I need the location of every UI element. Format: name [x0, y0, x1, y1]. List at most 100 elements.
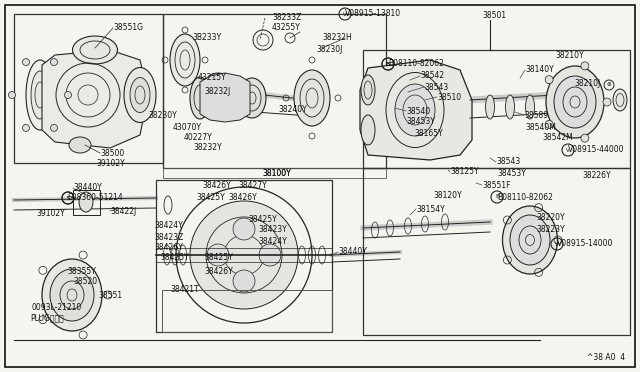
Text: 38453Y: 38453Y — [406, 118, 435, 126]
Text: 39102Y: 39102Y — [96, 158, 125, 167]
Text: 38551F: 38551F — [482, 180, 511, 189]
Ellipse shape — [124, 67, 156, 122]
Text: B: B — [386, 61, 390, 67]
Ellipse shape — [395, 84, 435, 136]
Circle shape — [545, 76, 553, 84]
Text: 38510: 38510 — [437, 93, 461, 102]
Ellipse shape — [26, 60, 54, 130]
Circle shape — [603, 98, 611, 106]
Ellipse shape — [79, 192, 93, 212]
Text: S: S — [67, 196, 70, 201]
Text: 39102Y: 39102Y — [36, 209, 65, 218]
Text: 40227Y: 40227Y — [184, 134, 212, 142]
Polygon shape — [200, 73, 250, 122]
Ellipse shape — [50, 269, 94, 321]
Text: S08360-51214: S08360-51214 — [68, 193, 124, 202]
Text: 38440Y: 38440Y — [73, 183, 102, 192]
Text: 38210J: 38210J — [574, 80, 600, 89]
Text: 38425Y: 38425Y — [160, 253, 189, 263]
Text: 38543: 38543 — [496, 157, 520, 167]
Circle shape — [207, 244, 229, 266]
Bar — [363, 168, 630, 335]
Bar — [363, 50, 630, 168]
Text: 38500: 38500 — [100, 148, 124, 157]
Text: 38355Y: 38355Y — [67, 266, 96, 276]
Text: 38543: 38543 — [424, 83, 448, 92]
Text: 3B233Y: 3B233Y — [192, 33, 221, 42]
Text: 38210Y: 38210Y — [555, 51, 584, 61]
Bar — [73, 190, 100, 215]
Text: 38422J: 38422J — [110, 206, 136, 215]
Text: 38165Y: 38165Y — [414, 128, 443, 138]
Circle shape — [65, 92, 72, 99]
Text: 38453Y: 38453Y — [497, 169, 526, 177]
Text: 38426Y: 38426Y — [228, 192, 257, 202]
Text: B: B — [495, 195, 499, 199]
Text: ^38 A0  4: ^38 A0 4 — [587, 353, 625, 362]
Text: V08915-13810: V08915-13810 — [345, 10, 401, 19]
Text: 38421T: 38421T — [170, 285, 198, 294]
Bar — [14, 14, 163, 163]
Text: 38223Y: 38223Y — [536, 225, 564, 234]
Circle shape — [233, 270, 255, 292]
Text: B08110-82062: B08110-82062 — [497, 192, 553, 202]
Circle shape — [259, 244, 281, 266]
Circle shape — [190, 201, 298, 309]
Ellipse shape — [613, 89, 627, 111]
Text: 43215Y: 43215Y — [198, 74, 227, 83]
Ellipse shape — [170, 34, 200, 86]
Ellipse shape — [510, 215, 550, 265]
Text: 43070Y: 43070Y — [173, 122, 202, 131]
Ellipse shape — [502, 206, 557, 274]
Ellipse shape — [554, 76, 596, 128]
Bar — [163, 14, 386, 168]
Text: S: S — [67, 196, 70, 201]
Text: V: V — [343, 12, 347, 16]
Text: B08110-82062: B08110-82062 — [388, 60, 444, 68]
Ellipse shape — [190, 77, 210, 119]
Text: 38233Z: 38233Z — [272, 13, 301, 22]
Text: 0093L-21210: 0093L-21210 — [32, 302, 83, 311]
Text: 38230Y: 38230Y — [148, 110, 177, 119]
Text: V08915-44000: V08915-44000 — [568, 145, 625, 154]
Circle shape — [8, 92, 15, 99]
Text: 38589: 38589 — [524, 110, 548, 119]
Text: ⊕: ⊕ — [607, 83, 611, 87]
Polygon shape — [360, 60, 472, 160]
Text: 38100Y: 38100Y — [262, 169, 291, 177]
Text: 38424Y: 38424Y — [154, 221, 183, 231]
Text: 38232J: 38232J — [204, 87, 230, 96]
Text: 38425Y: 38425Y — [248, 215, 276, 224]
Circle shape — [581, 62, 589, 70]
Text: 38232H: 38232H — [322, 33, 352, 42]
Circle shape — [51, 124, 58, 131]
Ellipse shape — [42, 259, 102, 331]
Text: 38100Y: 38100Y — [262, 169, 291, 177]
Text: 38230J: 38230J — [316, 45, 342, 55]
Circle shape — [22, 124, 29, 131]
Text: B: B — [386, 61, 390, 67]
Text: 38426Y: 38426Y — [154, 243, 183, 251]
Text: 38551G: 38551G — [113, 23, 143, 32]
Text: 38140Y: 38140Y — [525, 65, 554, 74]
Ellipse shape — [130, 77, 150, 112]
Ellipse shape — [506, 95, 515, 119]
Ellipse shape — [361, 75, 375, 105]
Ellipse shape — [207, 73, 229, 87]
Ellipse shape — [525, 95, 534, 119]
Circle shape — [545, 120, 553, 128]
Ellipse shape — [238, 78, 266, 118]
Text: 38154Y: 38154Y — [416, 205, 445, 214]
Text: 38542M: 38542M — [542, 134, 573, 142]
Ellipse shape — [546, 66, 604, 138]
Text: 38240Y: 38240Y — [278, 106, 307, 115]
Text: PLUGプラグ: PLUGプラグ — [30, 314, 64, 323]
Polygon shape — [42, 50, 148, 148]
Circle shape — [581, 134, 589, 142]
Text: 38120Y: 38120Y — [433, 192, 461, 201]
Text: 43255Y: 43255Y — [272, 22, 301, 32]
Circle shape — [233, 218, 255, 240]
Ellipse shape — [31, 71, 49, 119]
Bar — [163, 168, 386, 178]
Text: 38440Y: 38440Y — [338, 247, 367, 257]
